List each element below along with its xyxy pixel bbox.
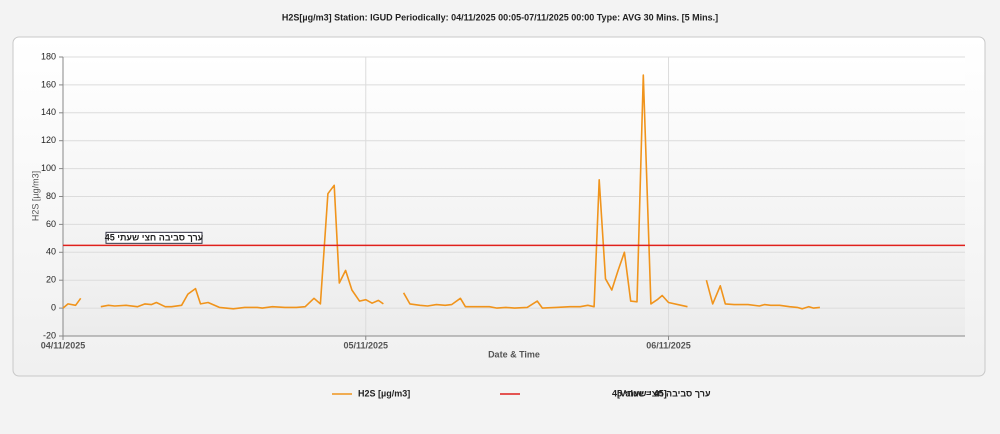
y-tick-label: 80 (46, 191, 56, 201)
y-tick-label: 160 (41, 79, 56, 89)
legend-label: H2S [µg/m3] (358, 388, 410, 398)
y-tick-label: 0 (51, 302, 56, 312)
legend-note: [Value = 45] (617, 388, 667, 398)
legend-label: ערך סביבה חצי שעתי 45 (612, 388, 711, 398)
y-tick-label: 120 (41, 135, 56, 145)
data-line (62, 74, 820, 310)
y-tick-label: 140 (41, 107, 56, 117)
x-tick-label: 05/11/2025 (343, 340, 388, 350)
y-tick-label: 180 (41, 51, 56, 61)
y-tick-label: 20 (46, 275, 56, 285)
reference-label-box (105, 231, 203, 244)
y-tick-label: 60 (46, 219, 56, 229)
y-tick-label: 40 (46, 247, 56, 257)
x-axis-label: Date & Time (488, 349, 540, 359)
y-tick-label: 100 (41, 163, 56, 173)
x-tick-label: 06/11/2025 (646, 340, 691, 350)
y-axis-label: H2S [µg/m3] (30, 171, 40, 221)
chart-title: H2S[µg/m3] Station: IGUD Periodically: 0… (282, 12, 718, 22)
x-tick-label: 04/11/2025 (41, 340, 86, 350)
reference-label: ערך סביבה חצי שעתי 45 (105, 233, 204, 243)
y-tick-label: -20 (43, 330, 56, 340)
